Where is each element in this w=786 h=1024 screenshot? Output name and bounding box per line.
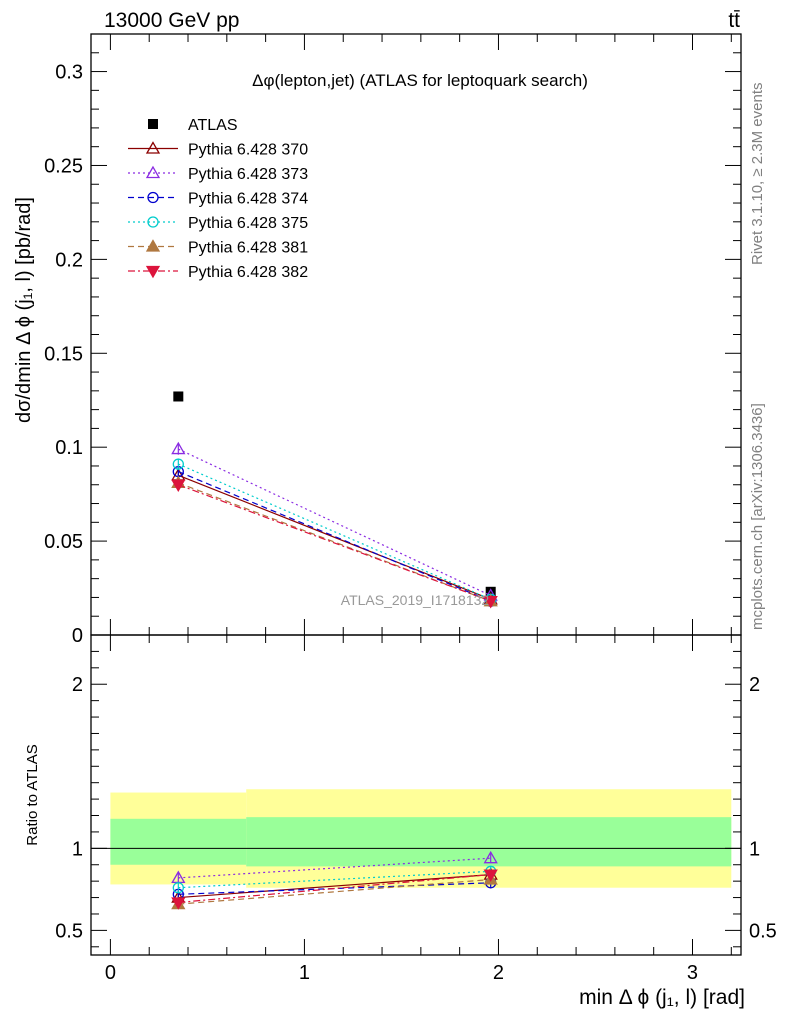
main-series-4-point-0 <box>172 458 184 470</box>
main-ytick-label: 0.15 <box>44 343 83 365</box>
ratio-plot-area <box>91 789 741 910</box>
main-series-5-line <box>178 482 491 602</box>
ratio-ytick-label: 1 <box>72 838 83 860</box>
ratio-series-5-point-1 <box>483 869 498 882</box>
legend-label-2: Pythia 6.428 373 <box>188 166 308 183</box>
main-series-2-point-0 <box>171 441 186 455</box>
legend-marker-5 <box>145 239 161 252</box>
watermark: ATLAS_2019_I1718132 <box>341 592 490 608</box>
main-ytick-label: 0 <box>72 625 83 647</box>
ratio-xtick-label: 2 <box>493 962 504 984</box>
ratio-series-5-line <box>178 873 491 904</box>
ratio-series-3-line <box>178 870 491 889</box>
main-series-4-line <box>178 463 491 600</box>
main-title: Δφ(lepton,jet) (ATLAS for leptoquark sea… <box>252 71 588 90</box>
legend-marker-1 <box>145 141 161 154</box>
main-series-2-line <box>178 448 491 597</box>
legend-marker-2 <box>145 165 161 179</box>
main-series-1-line <box>178 474 491 600</box>
ratio-ytick-label: 0.5 <box>55 920 83 942</box>
legend-marker-3 <box>147 191 159 204</box>
main-series-6-point-1 <box>483 596 498 609</box>
energy-label: 13000 GeV pp <box>104 9 239 32</box>
main-ytick-label: 0.2 <box>55 249 83 271</box>
legend-label-3: Pythia 6.428 374 <box>188 191 308 208</box>
ratio-ytick-label-right: 2 <box>749 674 760 696</box>
legend-marker-6 <box>145 265 161 279</box>
ratio-band-green-1 <box>246 817 732 867</box>
ratio-xtick-label: 0 <box>105 962 116 984</box>
legend-label-1: Pythia 6.428 370 <box>188 142 308 159</box>
legend-label-5: Pythia 6.428 381 <box>188 240 308 257</box>
process-label: tt̄ <box>728 9 740 32</box>
legend-label-0: ATLAS <box>188 117 238 134</box>
ratio-xtick-label: 3 <box>687 962 698 984</box>
mcplots-label: mcplots.cern.ch [arXiv:1306.3436] <box>749 403 766 630</box>
rivet-label: Rivet 3.1.10, ≥ 2.3M events <box>749 83 766 266</box>
main-series-0-point-1 <box>485 586 496 597</box>
main-series-6-point-0 <box>171 479 186 493</box>
legend-marker-0 <box>148 119 158 129</box>
main-series-0-point-0 <box>173 391 184 402</box>
main-series-3-line <box>178 471 491 602</box>
main-plot-area <box>171 391 498 609</box>
legend-label-4: Pythia 6.428 375 <box>188 215 308 232</box>
main-ytick-label: 0.05 <box>44 531 83 553</box>
legend-marker-4 <box>147 216 159 228</box>
ratio-ytick-label: 2 <box>72 674 83 696</box>
main-ytick-label: 0.1 <box>55 437 83 459</box>
main-ytick-label: 0.25 <box>44 155 83 177</box>
x-axis-label: min Δ ϕ (j₁, l) [rad] <box>579 986 745 1009</box>
ratio-series-0-line <box>178 873 491 899</box>
main-ytick-label: 0.3 <box>55 62 83 84</box>
ratio-ytick-label-right: 1 <box>749 838 760 860</box>
ratio-series-5-point-0 <box>171 897 186 910</box>
main-series-6-line <box>178 484 491 602</box>
ratio-series-3-point-0 <box>172 882 184 894</box>
ratio-series-1-point-1 <box>483 850 498 864</box>
ratio-series-1-line <box>178 857 491 879</box>
ratio-panel: 0.5 0.5 1 1 2 2 0 1 2 3 <box>55 634 777 984</box>
ratio-band-green-0 <box>110 818 247 865</box>
ratio-series-4-line <box>178 878 491 905</box>
legend: ATLAS Pythia 6.428 370 Pythia 6.428 373 Pyt… <box>128 117 308 281</box>
legend-label-6: Pythia 6.428 382 <box>188 264 308 281</box>
ratio-series-2-line <box>178 882 491 895</box>
main-panel: 0 0.05 0.1 0.15 0.2 0.25 0.3 <box>44 33 742 647</box>
ratio-xtick-label: 1 <box>299 962 310 984</box>
ratio-ylabel: Ratio to ATLAS <box>24 744 41 845</box>
ratio-ytick-label-right: 0.5 <box>749 920 777 942</box>
main-ylabel: dσ/dmin Δ ϕ (j₁, l) [pb/rad] <box>13 197 35 423</box>
ratio-frame <box>90 634 742 956</box>
